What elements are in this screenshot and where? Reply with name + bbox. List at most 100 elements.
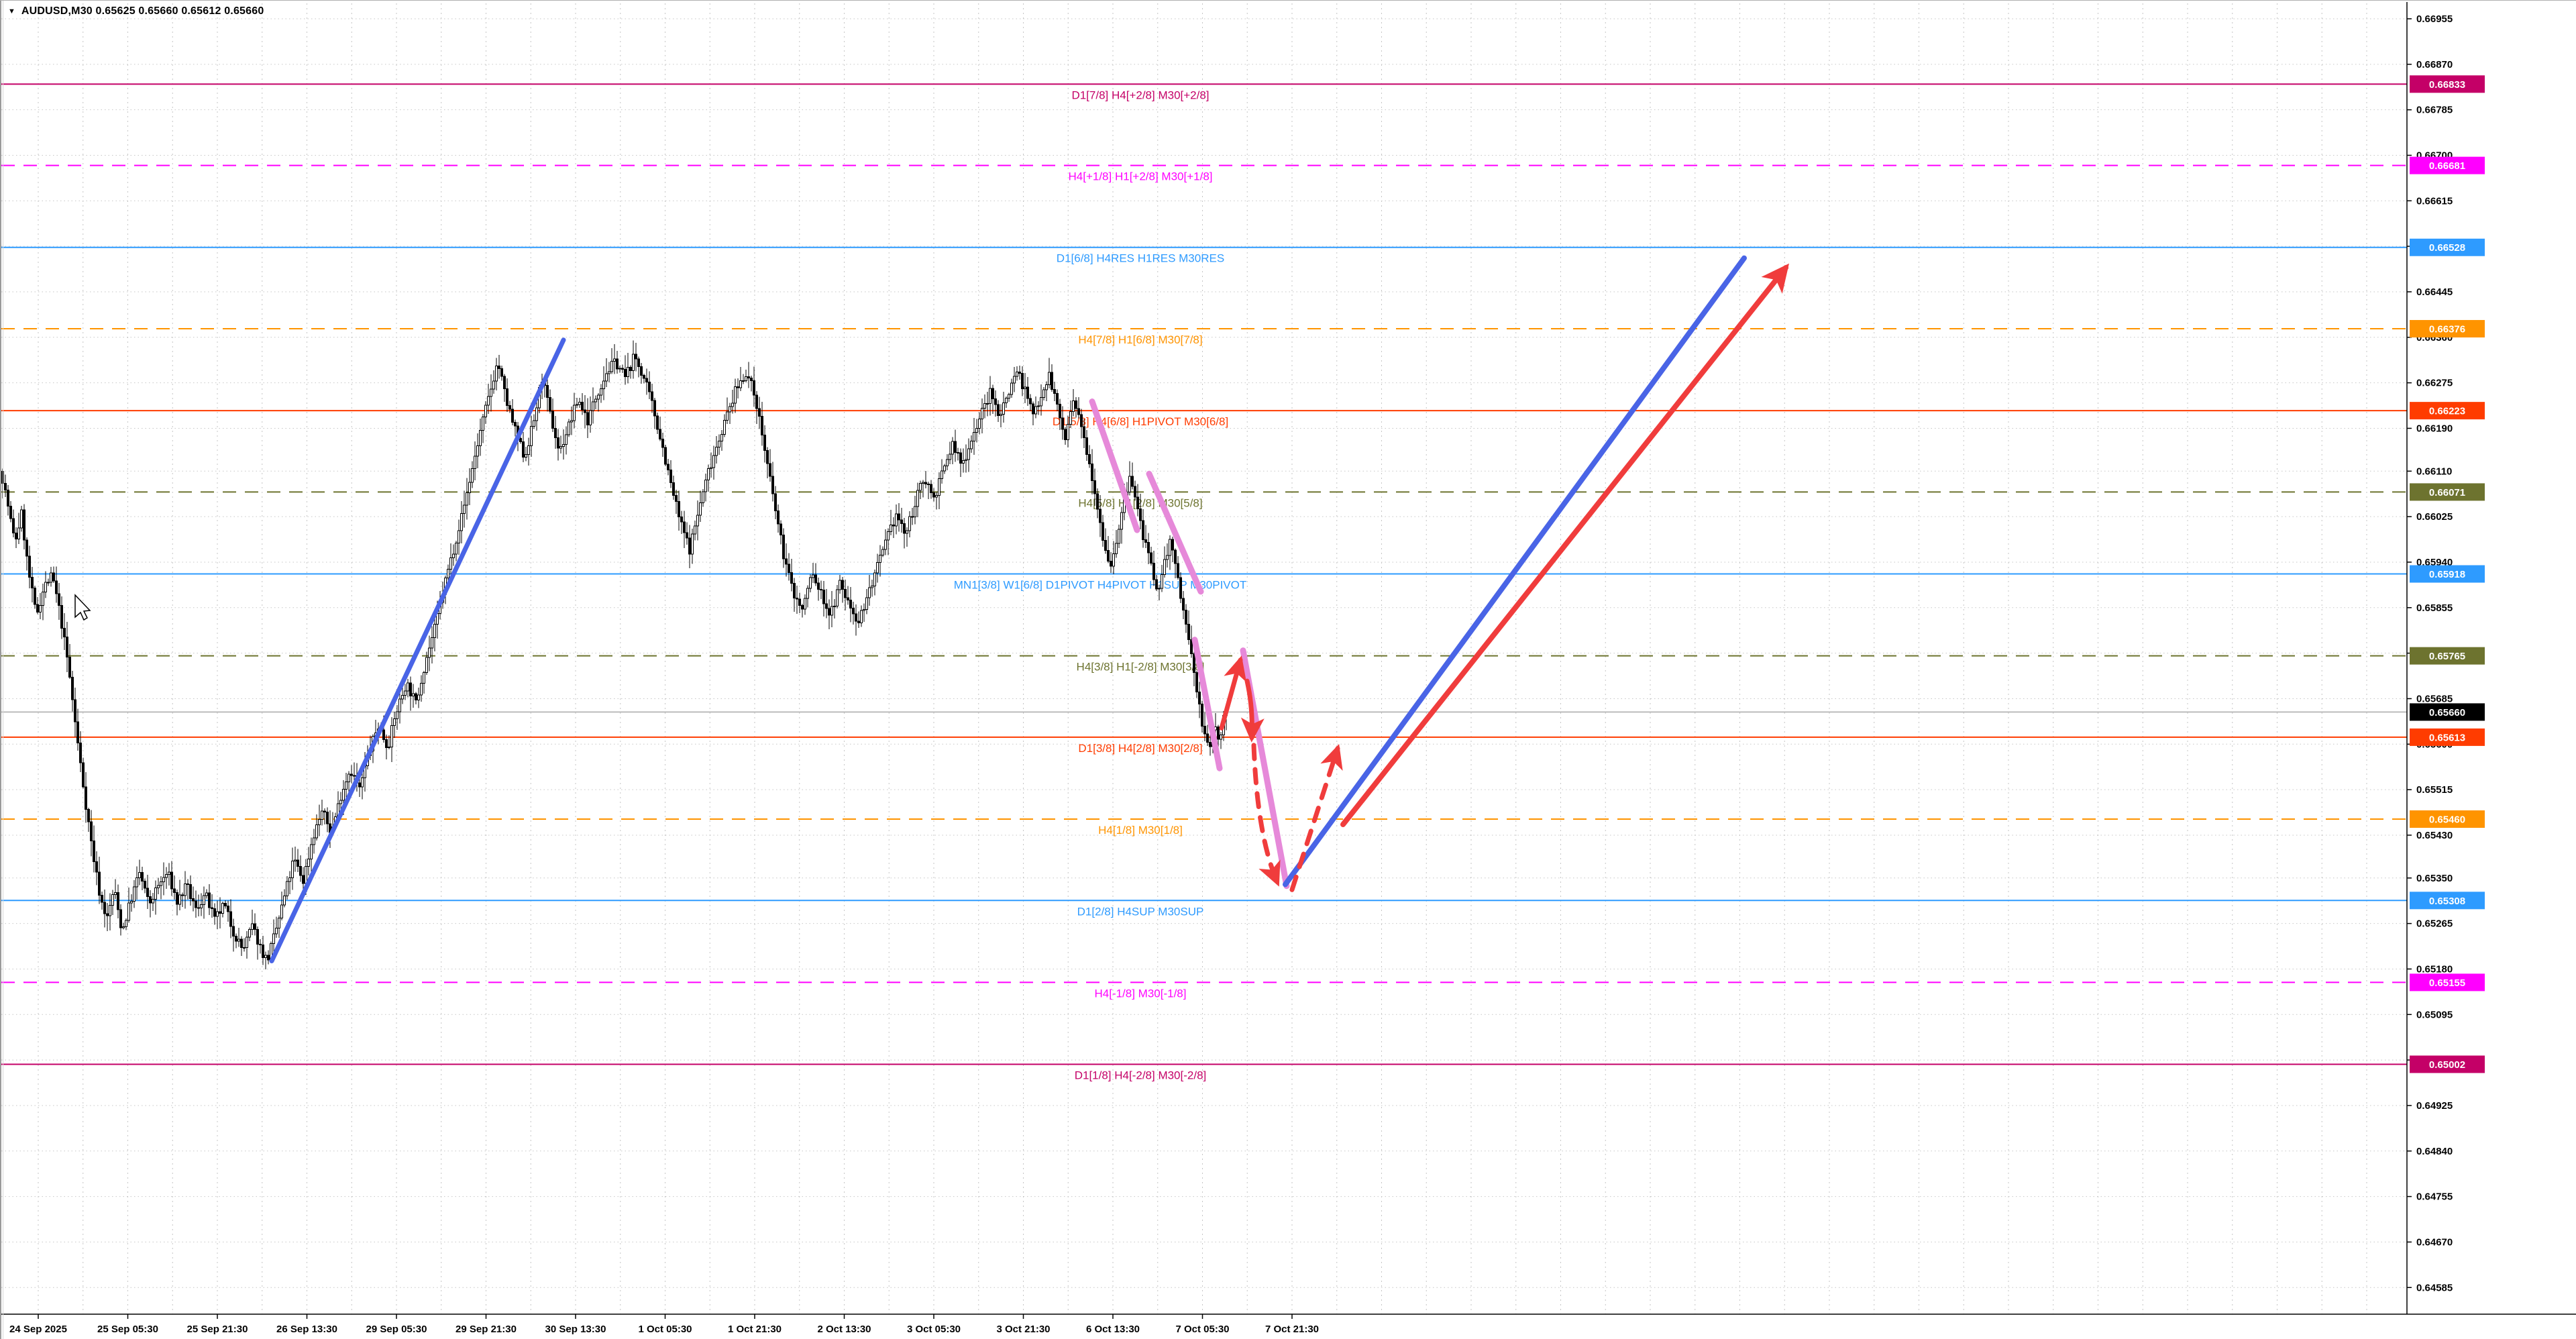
grid — [1, 3, 2407, 1314]
time-tick-label: 30 Sep 13:30 — [545, 1324, 606, 1335]
price-badge-label: 0.66376 — [2429, 324, 2465, 335]
red-dashed-arrow[interactable] — [1251, 743, 1281, 887]
price-badge — [2410, 892, 2485, 910]
price-badge — [2410, 156, 2485, 174]
price-badge-label: 0.65002 — [2429, 1059, 2465, 1071]
price-tick-label: 0.66110 — [2416, 466, 2452, 477]
level-label: D1[7/8] H4[+2/8] M30[+2/8] — [1071, 89, 1209, 101]
trendline-up-left[interactable] — [269, 337, 566, 963]
price-badge-label: 0.65308 — [2429, 896, 2465, 907]
chart-title: AUDUSD,M30 0.65625 0.65660 0.65612 0.656… — [21, 5, 264, 17]
candles — [1, 340, 1228, 970]
time-tick-label: 26 Sep 13:30 — [276, 1324, 337, 1335]
time-tick-label: 25 Sep 05:30 — [97, 1324, 158, 1335]
price-badge — [2410, 703, 2485, 721]
price-tick-label: 0.65430 — [2416, 830, 2453, 841]
level-label: H4[3/8] H1[-2/8] M30[3/8] — [1077, 661, 1205, 674]
price-tick-label: 0.64925 — [2416, 1100, 2453, 1112]
time-axis-area[interactable] — [0, 1315, 2576, 1339]
red-dashed-arrow[interactable] — [1289, 744, 1343, 892]
price-badge-label: 0.65660 — [2429, 707, 2465, 718]
price-badge — [2410, 483, 2485, 501]
price-tick-label: 0.65095 — [2416, 1009, 2453, 1020]
time-tick-label: 29 Sep 21:30 — [455, 1324, 517, 1335]
price-badge-label: 0.66681 — [2429, 160, 2465, 172]
time-tick-label: 25 Sep 21:30 — [187, 1324, 248, 1335]
price-badge-label: 0.66071 — [2429, 487, 2465, 498]
level-label: D1[6/8] H4RES H1RES M30RES — [1057, 252, 1224, 265]
time-tick-label: 1 Oct 21:30 — [728, 1324, 782, 1335]
price-tick-label: 0.65515 — [2416, 784, 2453, 796]
price-tick-label: 0.64840 — [2416, 1146, 2453, 1157]
price-tick-label: 0.64585 — [2416, 1282, 2453, 1293]
price-badge — [2410, 728, 2485, 746]
price-badges: 0.66833 0.66681 0.66528 0.66376 0.66223 0.660… — [2410, 75, 2485, 1073]
red-arrow[interactable] — [1240, 678, 1265, 743]
price-badge — [2410, 647, 2485, 665]
level-label: D1[3/8] H4[2/8] M30[2/8] — [1078, 742, 1202, 755]
price-tick-label: 0.66025 — [2416, 511, 2453, 523]
price-tick-label: 0.65855 — [2416, 602, 2453, 614]
price-badge-label: 0.66528 — [2429, 242, 2465, 254]
symbol-dropdown-icon[interactable]: ▼ — [8, 7, 15, 15]
level-lines: D1[7/8] H4[+2/8] M30[+2/8] H4[+1/8] H1[+2… — [1, 83, 2407, 1081]
price-tick-label: 0.66870 — [2416, 59, 2453, 70]
price-badge — [2410, 973, 2485, 992]
time-tick-label: 29 Sep 05:30 — [366, 1324, 427, 1335]
price-tick-label: 0.64755 — [2416, 1191, 2453, 1203]
time-tick-label: 24 Sep 2025 — [9, 1324, 67, 1335]
level-label: H4[7/8] H1[6/8] M30[7/8] — [1078, 333, 1202, 346]
level-label: D1[1/8] H4[-2/8] M30[-2/8] — [1075, 1069, 1207, 1081]
pink-trend-segment[interactable] — [1146, 470, 1204, 595]
pink-trend-segment[interactable] — [1191, 637, 1223, 771]
time-tick-label: 1 Oct 05:30 — [638, 1324, 692, 1335]
price-tick-label: 0.65180 — [2416, 963, 2453, 975]
mouse-cursor — [74, 594, 91, 621]
level-label: H4[+1/8] H1[+2/8] M30[+1/8] — [1069, 170, 1213, 183]
projection-line-blue[interactable] — [1283, 255, 1747, 888]
time-axis-labels: 24 Sep 2025 25 Sep 05:30 25 Sep 21:30 26 Se… — [9, 1314, 1319, 1335]
price-tick-label: 0.66615 — [2416, 195, 2453, 207]
price-badge — [2410, 320, 2485, 338]
price-badge-label: 0.66833 — [2429, 79, 2465, 91]
level-label: H4[1/8] M30[1/8] — [1098, 824, 1183, 837]
window-left-border — [0, 1, 1, 1339]
price-badge-label: 0.65765 — [2429, 651, 2465, 662]
price-badge — [2410, 238, 2485, 256]
price-tick-label: 0.66955 — [2416, 13, 2453, 25]
time-tick-label: 7 Oct 05:30 — [1175, 1324, 1229, 1335]
pink-trend-segment[interactable] — [1089, 398, 1140, 533]
time-tick-label: 7 Oct 21:30 — [1265, 1324, 1319, 1335]
price-tick-label: 0.65350 — [2416, 873, 2453, 884]
price-badge — [2410, 810, 2485, 828]
projection-line-red[interactable] — [1340, 263, 1789, 827]
price-badge-label: 0.65613 — [2429, 732, 2465, 743]
price-badge — [2410, 565, 2485, 583]
price-tick-label: 0.65265 — [2416, 918, 2453, 930]
price-tick-label: 0.66190 — [2416, 423, 2453, 434]
time-tick-label: 2 Oct 13:30 — [817, 1324, 871, 1335]
time-tick-label: 3 Oct 21:30 — [996, 1324, 1050, 1335]
price-badge — [2410, 75, 2485, 93]
annotations — [269, 255, 1789, 963]
price-badge-label: 0.65155 — [2429, 977, 2465, 989]
red-arrow[interactable] — [1219, 655, 1247, 731]
price-tick-label: 0.64670 — [2416, 1236, 2453, 1248]
price-tick-label: 0.65685 — [2416, 693, 2453, 704]
time-tick-label: 3 Oct 05:30 — [907, 1324, 961, 1335]
price-tick-label: 0.66445 — [2416, 286, 2453, 298]
level-label: D1[2/8] H4SUP M30SUP — [1077, 905, 1204, 918]
price-tick-label: 0.66785 — [2416, 105, 2453, 116]
price-badge-label: 0.65918 — [2429, 569, 2465, 580]
price-tick-label: 0.66275 — [2416, 378, 2453, 389]
time-tick-label: 6 Oct 13:30 — [1086, 1324, 1140, 1335]
price-badge-label: 0.66223 — [2429, 406, 2465, 417]
chart-title-bar: ▼ AUDUSD,M30 0.65625 0.65660 0.65612 0.6… — [8, 5, 264, 17]
price-badge — [2410, 402, 2485, 420]
level-label: MN1[3/8] W1[6/8] D1PIVOT H4PIVOT H1SUP M… — [954, 579, 1247, 592]
level-label: H4[-1/8] M30[-1/8] — [1094, 987, 1186, 1000]
price-badge-label: 0.65460 — [2429, 814, 2465, 826]
price-badge — [2410, 1055, 2485, 1073]
